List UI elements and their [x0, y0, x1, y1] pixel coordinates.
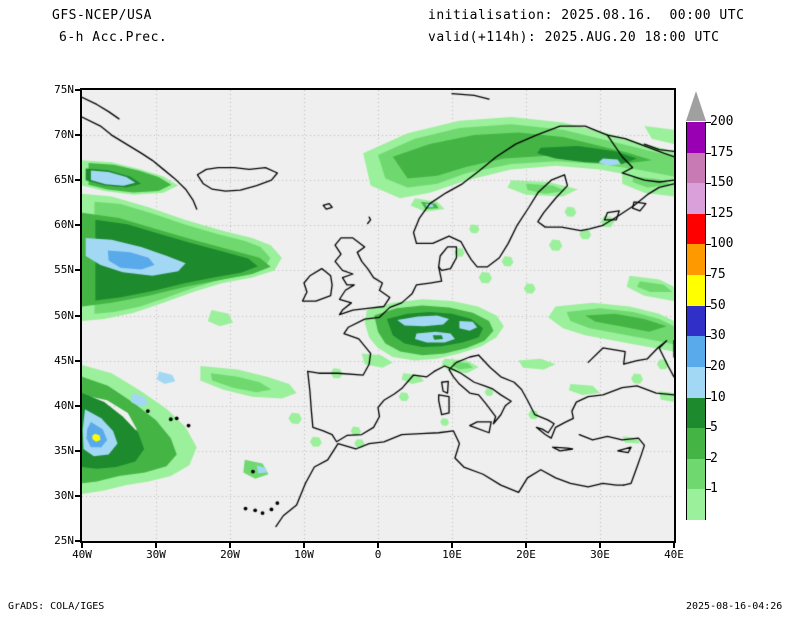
lat-tick-mark — [75, 224, 81, 227]
precipitation-map-canvas — [82, 90, 674, 541]
precipitation-colorbar: 1 2 5 10 20 30 50 75 100 125 150 175 200 — [686, 91, 733, 522]
lon-tick-label: 0 — [374, 548, 382, 561]
colorbar-band — [686, 458, 706, 490]
lat-tick-mark — [75, 494, 81, 497]
lat-tick-mark — [75, 134, 81, 137]
model-title: GFS-NCEP/USA — [52, 8, 152, 23]
lat-tick-label: 60N — [54, 218, 74, 232]
colorbar-over-arrow — [686, 91, 706, 121]
colorbar-label: 150 — [710, 175, 734, 191]
lat-tick-label: 75N — [54, 83, 74, 96]
colorbar-band — [686, 489, 706, 520]
colorbar-label: 175 — [710, 144, 734, 160]
colorbar-label: 1 — [710, 481, 718, 497]
timestamp-text: 2025-08-16-04:26 — [686, 601, 783, 612]
lat-tick-label: 50N — [54, 308, 74, 322]
lat-tick-mark — [75, 269, 81, 272]
map-plot-area — [80, 88, 676, 543]
colorbar-band — [686, 183, 706, 214]
colorbar-band — [686, 305, 706, 337]
credit-text: GrADS: COLA/IGES — [8, 601, 105, 612]
colorbar-tick — [706, 183, 711, 185]
lon-tick-mark — [81, 542, 83, 548]
lat-tick-mark — [75, 314, 81, 317]
colorbar-label: 75 — [710, 267, 726, 283]
lon-tick-mark — [303, 542, 305, 548]
colorbar-tick — [706, 336, 711, 338]
lat-tick-label: 30N — [54, 488, 74, 502]
lat-tick-mark — [75, 359, 81, 362]
colorbar-tick — [706, 152, 711, 154]
lon-tick-label: 40E — [664, 548, 684, 561]
colorbar-band — [686, 275, 706, 306]
lon-tick-label: 40W — [72, 548, 92, 561]
colorbar-band — [686, 397, 706, 429]
lon-tick-mark — [599, 542, 601, 548]
colorbar-tick — [706, 213, 711, 215]
colorbar-label: 20 — [710, 358, 726, 374]
colorbar-tick — [706, 275, 711, 277]
colorbar-label: 125 — [710, 205, 734, 221]
colorbar-tick — [706, 366, 711, 368]
lon-tick-label: 20E — [516, 548, 536, 561]
lon-tick-mark — [451, 542, 453, 548]
colorbar-band — [686, 336, 706, 367]
colorbar-label: 2 — [710, 450, 718, 466]
colorbar-band — [686, 122, 706, 153]
colorbar-label: 100 — [710, 236, 734, 252]
lon-tick-label: 10E — [442, 548, 462, 561]
colorbar-label: 10 — [710, 389, 726, 405]
colorbar-tick — [706, 122, 711, 123]
colorbar-band — [686, 366, 706, 398]
lat-tick-label: 55N — [54, 263, 74, 277]
lat-tick-label: 25N — [54, 534, 74, 547]
lat-tick-label: 45N — [54, 353, 74, 367]
lon-tick-label: 30W — [146, 548, 166, 561]
colorbar-band — [686, 213, 706, 245]
lat-tick-mark — [75, 179, 81, 182]
colorbar-band — [686, 244, 706, 276]
lat-tick-label: 35N — [54, 443, 74, 457]
lon-tick-mark — [525, 542, 527, 548]
colorbar-tick — [706, 489, 711, 491]
colorbar-tick — [706, 397, 711, 399]
colorbar-label: 200 — [710, 114, 734, 129]
lat-tick-mark — [75, 89, 81, 91]
colorbar-label: 50 — [710, 297, 726, 313]
lat-tick-label: 70N — [54, 128, 74, 142]
colorbar-tick — [706, 458, 711, 460]
lat-tick-mark — [75, 404, 81, 407]
lon-tick-label: 10W — [294, 548, 314, 561]
initialisation-text: initialisation: 2025.08.16. 00:00 UTC — [428, 8, 745, 23]
valid-time-text: valid(+114h): 2025.AUG.20 18:00 UTC — [428, 30, 720, 45]
colorbar-tick — [706, 305, 711, 307]
lon-tick-mark — [673, 542, 675, 548]
lat-tick-label: 40N — [54, 398, 74, 412]
lat-tick-label: 65N — [54, 173, 74, 187]
lon-tick-mark — [377, 542, 379, 548]
lat-tick-mark — [75, 449, 81, 452]
lon-tick-label: 30E — [590, 548, 610, 561]
lon-tick-mark — [155, 542, 157, 548]
lon-tick-label: 20W — [220, 548, 240, 561]
colorbar-tick — [706, 244, 711, 246]
colorbar-band — [686, 428, 706, 459]
lat-tick-mark — [75, 540, 81, 542]
colorbar-label: 5 — [710, 420, 718, 436]
lon-tick-mark — [229, 542, 231, 548]
colorbar-band — [686, 152, 706, 184]
colorbar-label: 30 — [710, 328, 726, 344]
colorbar-tick — [706, 428, 711, 430]
field-subtitle: 6-h Acc.Prec. — [59, 30, 168, 45]
